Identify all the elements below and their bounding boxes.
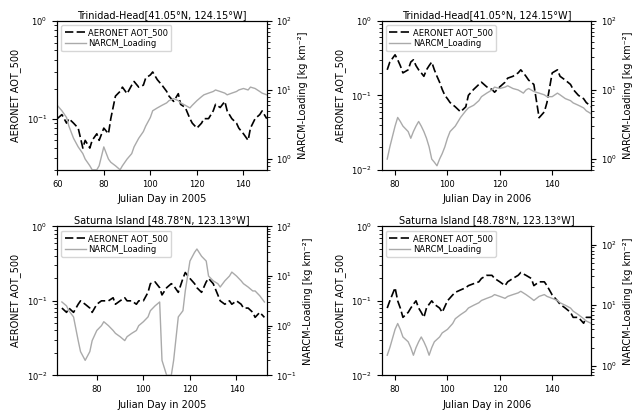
Legend: AERONET AOT_500, NARCM_Loading: AERONET AOT_500, NARCM_Loading [62, 25, 172, 51]
X-axis label: Julian Day in 2006: Julian Day in 2006 [442, 194, 531, 204]
Title: Saturna Island [48.78°N, 123.13°W]: Saturna Island [48.78°N, 123.13°W] [399, 216, 574, 226]
Title: Trinidad-Head[41.05°N, 124.15°W]: Trinidad-Head[41.05°N, 124.15°W] [77, 10, 247, 20]
X-axis label: Julian Day in 2006: Julian Day in 2006 [442, 399, 531, 409]
Y-axis label: NARCM-Loading [kg km⁻²]: NARCM-Loading [kg km⁻²] [303, 237, 313, 364]
Title: Saturna Island [48.78°N, 123.13°W]: Saturna Island [48.78°N, 123.13°W] [74, 216, 250, 226]
X-axis label: Julian Day in 2005: Julian Day in 2005 [117, 399, 207, 409]
Y-axis label: AERONET AOT_500: AERONET AOT_500 [335, 49, 346, 142]
Y-axis label: NARCM-Loading [kg km⁻²]: NARCM-Loading [kg km⁻²] [298, 32, 308, 159]
Legend: AERONET AOT_500, NARCM_Loading: AERONET AOT_500, NARCM_Loading [386, 231, 496, 257]
Y-axis label: AERONET AOT_500: AERONET AOT_500 [10, 254, 21, 347]
Y-axis label: AERONET AOT_500: AERONET AOT_500 [10, 49, 21, 142]
X-axis label: Julian Day in 2005: Julian Day in 2005 [117, 194, 207, 204]
Y-axis label: AERONET AOT_500: AERONET AOT_500 [335, 254, 346, 347]
Legend: AERONET AOT_500, NARCM_Loading: AERONET AOT_500, NARCM_Loading [386, 25, 496, 51]
Legend: AERONET AOT_500, NARCM_Loading: AERONET AOT_500, NARCM_Loading [62, 231, 172, 257]
Y-axis label: NARCM-Loading [kg km⁻²]: NARCM-Loading [kg km⁻²] [623, 237, 633, 364]
Y-axis label: NARCM-Loading [kg km⁻²]: NARCM-Loading [kg km⁻²] [623, 32, 633, 159]
Title: Trinidad-Head[41.05°N, 124.15°W]: Trinidad-Head[41.05°N, 124.15°W] [402, 10, 572, 20]
